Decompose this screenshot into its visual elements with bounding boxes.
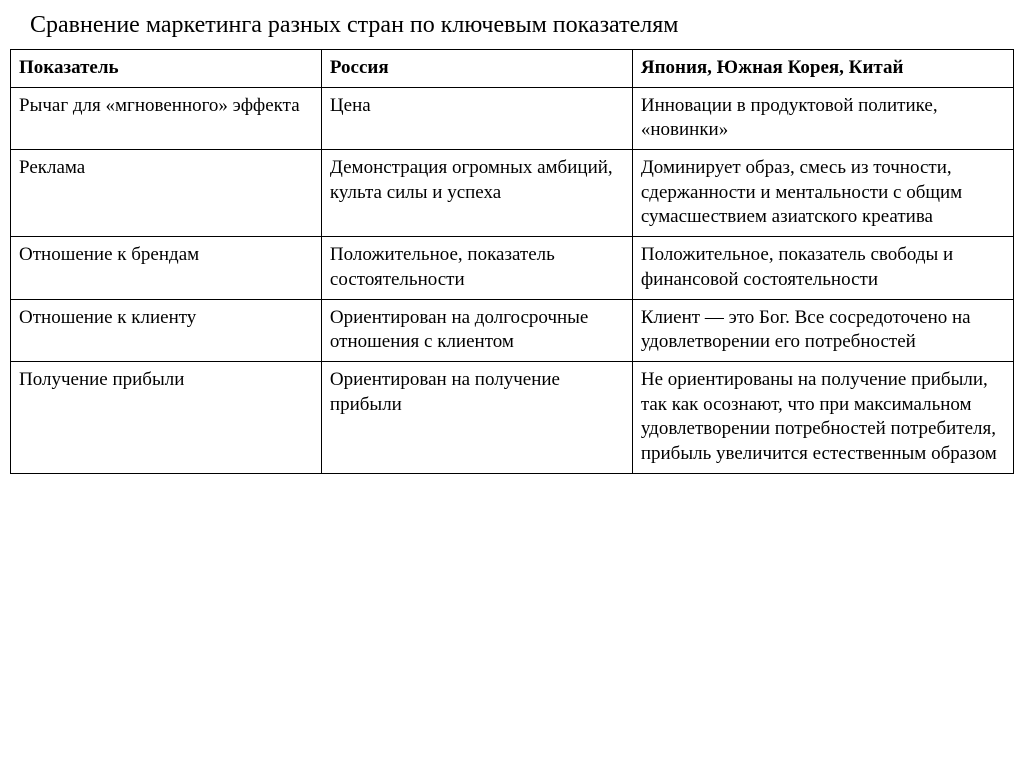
table-row: Рычаг для «мгновенного» эффекта Цена Инн…	[11, 87, 1014, 149]
table-cell: Ориентирован на получение прибыли	[321, 361, 632, 473]
table-cell: Демонстрация огромных амбиций, культа си…	[321, 150, 632, 237]
table-row: Реклама Демонстрация огромных амбиций, к…	[11, 150, 1014, 237]
table-cell: Инновации в продуктовой политике, «новин…	[632, 87, 1013, 149]
comparison-table: Показатель Россия Япония, Южная Корея, К…	[10, 49, 1014, 474]
table-cell: Не ориентированы на получение прибыли, т…	[632, 361, 1013, 473]
table-header-row: Показатель Россия Япония, Южная Корея, К…	[11, 50, 1014, 88]
table-row: Отношение к клиенту Ориентирован на долг…	[11, 299, 1014, 361]
table-cell: Отношение к брендам	[11, 237, 322, 299]
table-cell: Клиент — это Бог. Все сосредоточено на у…	[632, 299, 1013, 361]
table-cell: Положительное, показатель состоятельност…	[321, 237, 632, 299]
table-cell: Положительное, показатель свободы и фина…	[632, 237, 1013, 299]
table-cell: Доминирует образ, смесь из точности, сде…	[632, 150, 1013, 237]
table-cell: Рычаг для «мгновенного» эффекта	[11, 87, 322, 149]
table-cell: Ориентирован на долгосрочные отношения с…	[321, 299, 632, 361]
table-row: Отношение к брендам Положительное, показ…	[11, 237, 1014, 299]
column-header: Япония, Южная Корея, Китай	[632, 50, 1013, 88]
column-header: Россия	[321, 50, 632, 88]
table-cell: Реклама	[11, 150, 322, 237]
column-header: Показатель	[11, 50, 322, 88]
table-cell: Получение прибыли	[11, 361, 322, 473]
table-cell: Цена	[321, 87, 632, 149]
page-title: Сравнение маркетинга разных стран по клю…	[10, 12, 1014, 39]
table-cell: Отношение к клиенту	[11, 299, 322, 361]
table-row: Получение прибыли Ориентирован на получе…	[11, 361, 1014, 473]
